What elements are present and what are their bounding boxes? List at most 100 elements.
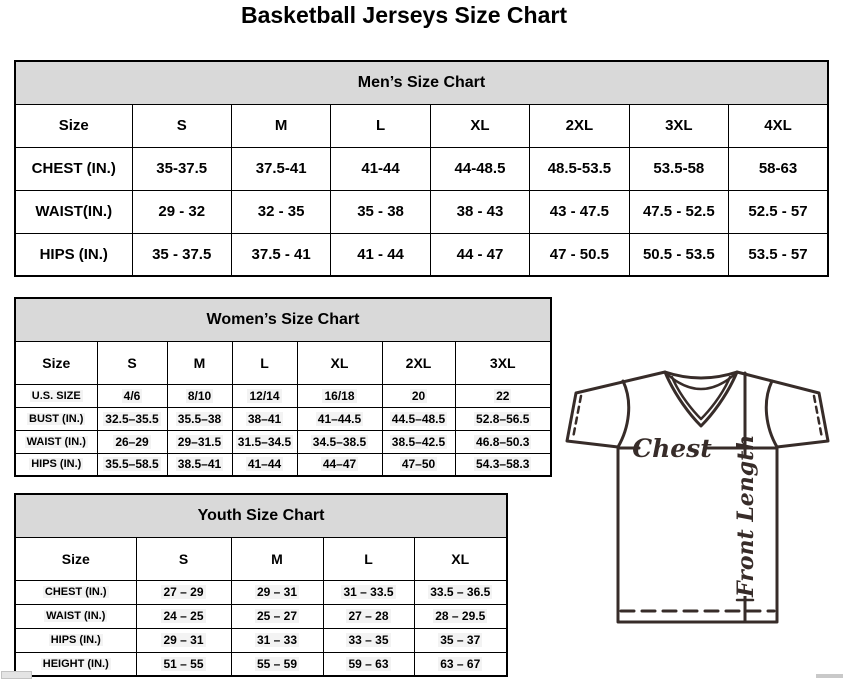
cell-text: 38.5–42.5: [389, 434, 448, 449]
chest-label: Chest: [632, 434, 712, 463]
column-header: XL: [296, 340, 383, 385]
table-row: WAIST (IN.) 24 – 25 25 – 27 27 – 28 28 – 29.…: [14, 603, 508, 629]
cell-text: 24 – 25: [161, 609, 206, 623]
cell-text: 16/18: [322, 388, 357, 403]
page-title: Basketball Jerseys Size Chart: [240, 2, 567, 28]
collar-v-outer: [663, 370, 739, 428]
table-row: HIPS (IN.) 35.5–58.5 38.5–41 41–44 44–47 47–5…: [14, 452, 552, 477]
cell-text: 35.5–58.5: [103, 457, 161, 472]
value-cell: 52.8–56.5: [454, 406, 552, 431]
table-row: HIPS (IN.) 29 – 31 31 – 33 33 – 35 35 – 37: [14, 627, 508, 653]
value-cell: 37.5-41: [230, 146, 332, 191]
value-cell: 31 – 33.5: [322, 579, 415, 605]
cell-text: 44–47: [320, 457, 359, 472]
size-header: Size: [14, 340, 98, 385]
value-cell: 4/6: [96, 383, 168, 408]
value-cell: 41–44: [231, 452, 298, 477]
cell-text: 27 – 28: [346, 609, 391, 623]
value-cell: 46.8–50.3: [454, 429, 552, 454]
value-cell: 22: [454, 383, 552, 408]
value-cell: 58-63: [728, 146, 829, 191]
column-header: S: [131, 103, 232, 148]
column-header: M: [166, 340, 233, 385]
chart-section-title: Youth Size Chart: [14, 493, 508, 538]
value-cell: 27 – 29: [135, 579, 232, 605]
value-cell: 35.5–38: [166, 406, 233, 431]
cell-text: BUST (IN.): [27, 412, 86, 425]
value-cell: 44 - 47: [429, 232, 531, 277]
size-header: Size: [14, 103, 133, 148]
row-label: HIPS (IN.): [14, 452, 98, 477]
chart-section-title: Women’s Size Chart: [14, 297, 552, 342]
table-row: U.S. SIZE 4/6 8/10 12/14 16/18 20 22: [14, 383, 552, 408]
value-cell: 25 – 27: [230, 603, 324, 629]
value-cell: 37.5 - 41: [230, 232, 332, 277]
cell-text: 29–31.5: [175, 434, 224, 449]
value-cell: 41–44.5: [296, 406, 383, 431]
scrollbar-fragment-right[interactable]: [816, 674, 843, 678]
cell-text: HIPS (IN.): [48, 634, 103, 646]
value-cell: 48.5-53.5: [529, 146, 630, 191]
cell-text: WAIST (IN.): [24, 435, 88, 448]
value-cell: 53.5 - 57: [728, 232, 829, 277]
jersey-diagram: Chest Front Length: [565, 370, 830, 624]
column-header: XL: [429, 103, 531, 148]
value-cell: 55 – 59: [230, 651, 324, 677]
collar-v-inner: [670, 375, 732, 421]
cell-text: 34.5–38.5: [310, 434, 369, 449]
value-cell: 35 - 37.5: [131, 232, 232, 277]
table-row: HEIGHT (IN.) 51 – 55 55 – 59 59 – 63 63 – 67: [14, 651, 508, 677]
scrollbar-fragment-left[interactable]: [1, 671, 32, 679]
value-cell: 27 – 28: [322, 603, 415, 629]
value-cell: 35 – 37: [413, 627, 508, 653]
jersey-outline: [565, 370, 830, 624]
cell-text: 29 – 31: [161, 633, 206, 647]
front-length-label-backdrop: [733, 458, 757, 596]
row-label: HIPS (IN.): [14, 627, 137, 653]
value-cell: 12/14: [231, 383, 298, 408]
cell-text: 51 – 55: [161, 656, 206, 671]
value-cell: 41-44: [330, 146, 431, 191]
value-cell: 59 – 63: [322, 651, 415, 677]
value-cell: 38.5–41: [166, 452, 233, 477]
value-cell: 24 – 25: [135, 603, 232, 629]
row-label: WAIST (IN.): [14, 429, 98, 454]
value-cell: 43 - 47.5: [529, 189, 630, 234]
cell-text: 4/6: [121, 388, 143, 403]
cell-text: 63 – 67: [438, 656, 483, 671]
cell-text: U.S. SIZE: [29, 389, 83, 402]
mens-size-table: Men’s Size Chart Size S M L XL 2XL 3XL 4XL CHEST …: [14, 60, 829, 277]
row-label: WAIST (IN.): [14, 603, 137, 629]
row-label: WAIST(IN.): [14, 189, 133, 234]
column-header: 3XL: [628, 103, 730, 148]
column-header: M: [230, 536, 324, 581]
value-cell: 26–29: [96, 429, 168, 454]
front-length-label: Front Length: [733, 435, 759, 598]
table-row: WAIST (IN.) 26–29 29–31.5 31.5–34.5 34.5–38.…: [14, 429, 552, 454]
cell-text: HEIGHT (IN.): [40, 657, 111, 670]
value-cell: 31.5–34.5: [231, 429, 298, 454]
value-cell: 35.5–58.5: [96, 452, 168, 477]
value-cell: 63 – 67: [413, 651, 508, 677]
table-row: CHEST (IN.) 35-37.5 37.5-41 41-44 44-48.5 48.…: [14, 146, 829, 191]
value-cell: 38–41: [231, 406, 298, 431]
value-cell: 29 – 31: [230, 579, 324, 605]
value-cell: 52.5 - 57: [728, 189, 829, 234]
cell-text: 35.5–38: [175, 411, 224, 426]
cell-text: 44.5–48.5: [389, 411, 448, 426]
table-row: CHEST (IN.) 27 – 29 29 – 31 31 – 33.5 33.5 –…: [14, 579, 508, 605]
cell-text: 22: [494, 388, 512, 403]
value-cell: 33.5 – 36.5: [413, 579, 508, 605]
cell-text: 46.8–50.3: [474, 434, 532, 449]
right-cuff-dashed-line: [812, 394, 824, 440]
value-cell: 51 – 55: [135, 651, 232, 677]
cell-text: 27 – 29: [161, 585, 206, 599]
table-row: BUST (IN.) 32.5–35.5 35.5–38 38–41 41–44.5 44…: [14, 406, 552, 431]
cell-text: 8/10: [185, 388, 214, 403]
cell-text: CHEST (IN.): [42, 586, 109, 598]
value-cell: 32.5–35.5: [96, 406, 168, 431]
value-cell: 29 – 31: [135, 627, 232, 653]
cell-text: 33 – 35: [346, 633, 391, 647]
value-cell: 33 – 35: [322, 627, 415, 653]
